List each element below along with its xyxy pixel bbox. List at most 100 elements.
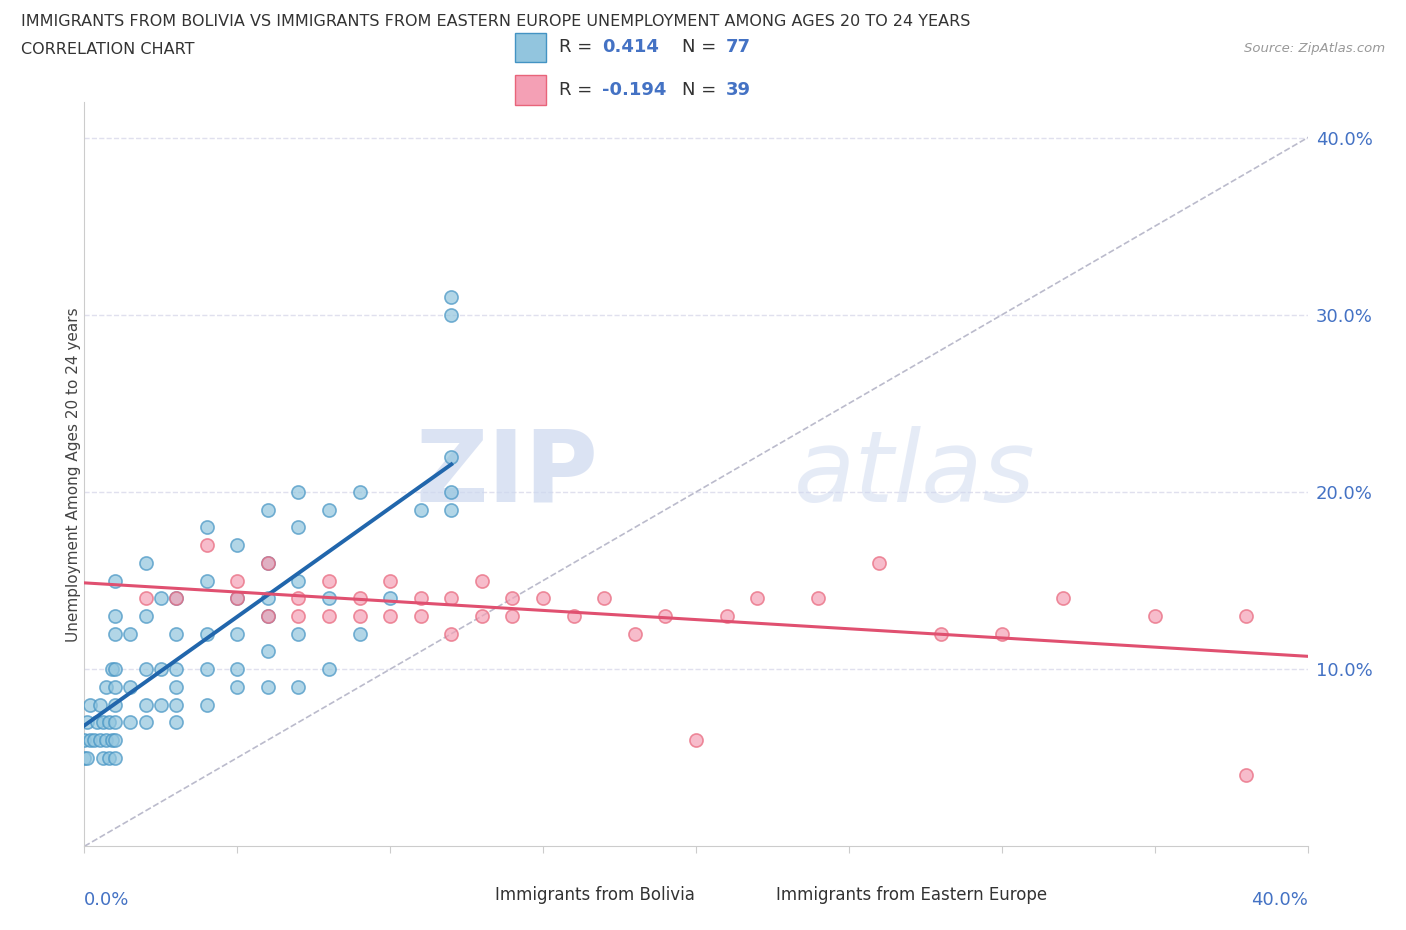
Point (97, 751, 120, 765)
Point (195, 662, 218, 677)
Point (86, 715, 108, 730)
Point (287, 591, 309, 605)
Point (318, 502, 340, 517)
Point (79, 698, 101, 712)
Point (101, 733, 124, 748)
Point (287, 680, 309, 695)
Point (531, 591, 554, 605)
Point (76, 751, 98, 765)
Point (91, 715, 114, 730)
Point (135, 591, 157, 605)
Point (226, 626, 249, 641)
Point (73, 733, 96, 748)
Point (226, 573, 249, 588)
Point (409, 591, 432, 605)
Point (104, 751, 127, 765)
Bar (516, 75, 547, 105)
Point (257, 591, 280, 605)
Point (165, 591, 187, 605)
Point (257, 608, 280, 623)
Point (1052, 591, 1074, 605)
Point (257, 644, 280, 658)
Point (807, 591, 830, 605)
Point (91, 751, 114, 765)
Point (440, 502, 463, 517)
Point (226, 538, 249, 552)
Point (257, 680, 280, 695)
Point (349, 591, 371, 605)
Point (135, 662, 157, 677)
Point (104, 733, 127, 748)
Text: 0.414: 0.414 (602, 38, 659, 57)
Text: Immigrants from Bolivia: Immigrants from Bolivia (495, 885, 695, 904)
Point (471, 573, 494, 588)
Point (89, 698, 111, 712)
Point (89, 733, 111, 748)
Point (94, 733, 117, 748)
Point (318, 608, 340, 623)
Point (165, 591, 187, 605)
Point (165, 662, 187, 677)
Text: R =: R = (558, 81, 598, 100)
Point (149, 698, 172, 712)
Point (502, 608, 524, 623)
Point (257, 608, 280, 623)
Point (685, 733, 707, 748)
Point (593, 591, 616, 605)
Point (318, 662, 340, 677)
Text: Immigrants from Eastern Europe: Immigrants from Eastern Europe (776, 885, 1047, 904)
Point (349, 626, 371, 641)
Point (287, 626, 309, 641)
Text: Source: ZipAtlas.com: Source: ZipAtlas.com (1244, 42, 1385, 55)
Point (747, 591, 769, 605)
Point (349, 485, 371, 499)
Point (287, 520, 309, 535)
Point (120, 680, 142, 695)
Point (257, 555, 280, 570)
Point (165, 680, 187, 695)
Point (1236, 608, 1258, 623)
Point (257, 555, 280, 570)
Point (380, 608, 402, 623)
Point (94, 680, 117, 695)
Text: -0.194: -0.194 (602, 81, 666, 100)
Point (929, 626, 952, 641)
Point (380, 591, 402, 605)
Point (318, 591, 340, 605)
Point (104, 608, 127, 623)
Point (195, 573, 218, 588)
Text: N =: N = (682, 81, 723, 100)
Point (287, 485, 309, 499)
Point (104, 573, 127, 588)
Point (195, 698, 218, 712)
Text: 77: 77 (725, 38, 751, 57)
Point (287, 573, 309, 588)
Point (991, 626, 1014, 641)
Point (869, 555, 891, 570)
Point (440, 485, 463, 499)
Bar (516, 33, 547, 62)
Point (101, 662, 124, 677)
Point (409, 608, 432, 623)
Point (135, 608, 157, 623)
Point (165, 626, 187, 641)
Point (471, 608, 494, 623)
Point (76, 715, 98, 730)
Point (149, 662, 172, 677)
Point (165, 715, 187, 730)
Point (195, 538, 218, 552)
Point (226, 680, 249, 695)
Y-axis label: Unemployment Among Ages 20 to 24 years: Unemployment Among Ages 20 to 24 years (66, 307, 80, 642)
Point (120, 715, 142, 730)
Text: 40.0%: 40.0% (1251, 891, 1308, 909)
Point (349, 608, 371, 623)
Point (226, 662, 249, 677)
Point (135, 715, 157, 730)
Point (195, 626, 218, 641)
Point (195, 520, 218, 535)
Point (562, 608, 585, 623)
Point (257, 502, 280, 517)
Point (73, 751, 96, 765)
Point (226, 591, 249, 605)
Point (135, 698, 157, 712)
